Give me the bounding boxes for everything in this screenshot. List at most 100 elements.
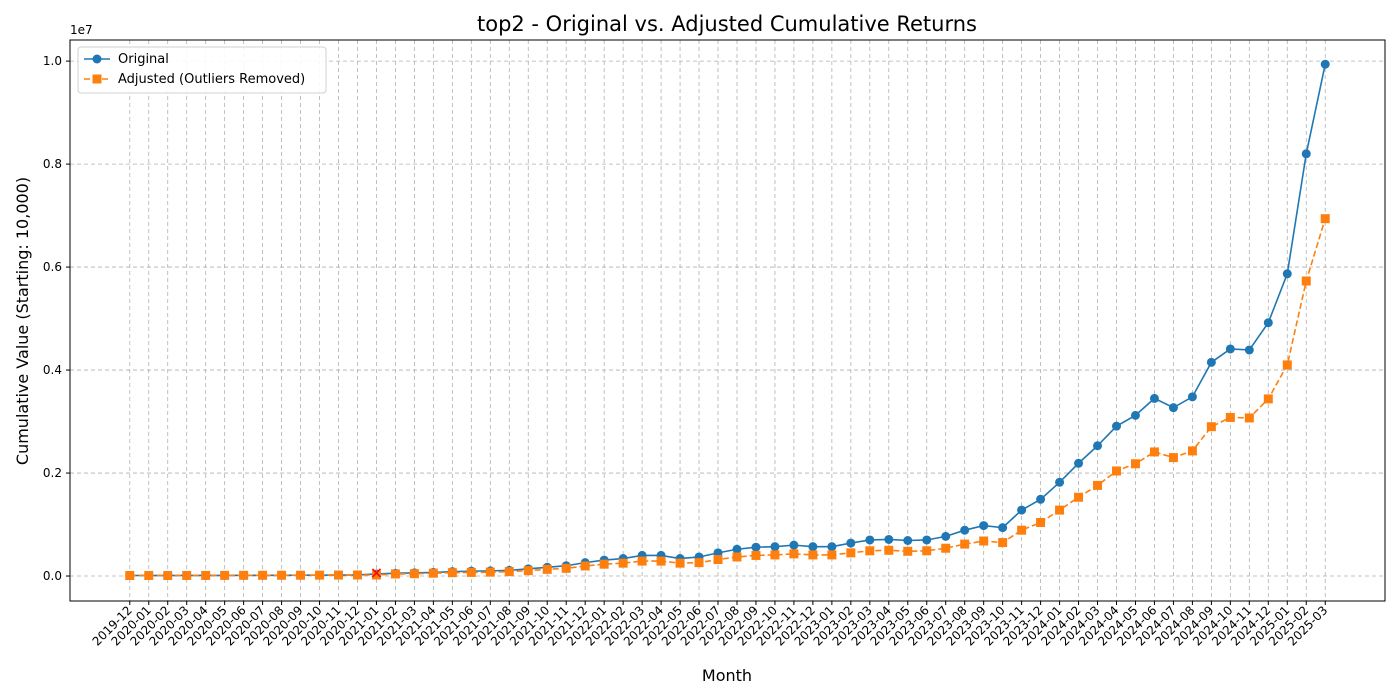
marker [827,542,837,552]
marker [523,566,533,576]
marker [998,538,1008,548]
chart-title: top2 - Original vs. Adjusted Cumulative … [477,12,977,36]
marker [903,546,913,556]
marker [1055,477,1065,487]
marker [656,556,666,566]
marker [409,569,419,579]
marker [1244,413,1254,423]
marker [1111,421,1121,431]
marker [675,558,685,568]
marker [561,563,571,573]
marker [315,570,325,580]
marker [1149,447,1159,457]
marker [1036,494,1046,504]
legend-label: Adjusted (Outliers Removed) [118,72,305,87]
marker [239,570,249,580]
marker [201,570,211,580]
marker [732,552,742,562]
x-axis-label: Month [702,666,752,685]
marker [903,535,913,545]
legend-label: Original [118,52,169,67]
y-tick-label: 0.2 [43,466,62,480]
marker [466,567,476,577]
marker [1168,403,1178,413]
marker [1130,410,1140,420]
y-tick-label: 0.4 [43,363,62,377]
marker [618,558,628,568]
marker [998,523,1008,533]
marker [789,540,799,550]
marker [1093,480,1103,490]
marker [1282,360,1292,370]
marker [1263,394,1273,404]
marker [1111,466,1121,476]
marker [334,570,344,580]
marker [694,558,704,568]
marker [1036,517,1046,527]
y-tick-label: 0.0 [43,569,62,583]
marker [1301,149,1311,159]
marker [979,536,989,546]
marker [1206,422,1216,432]
marker [258,570,268,580]
marker [144,570,154,580]
marker [542,564,552,574]
marker [1263,318,1273,328]
marker [92,74,102,84]
marker [979,521,989,531]
marker [125,571,135,581]
plot-frame [69,39,1386,602]
marker [277,570,287,580]
marker [960,539,970,549]
marker [713,555,723,565]
marker [1320,59,1330,69]
marker [1149,393,1159,403]
marker [827,550,837,560]
marker [1017,525,1027,535]
marker [92,54,102,64]
y-tick-label: 0.6 [43,260,62,274]
marker [1093,441,1103,451]
marker [1206,357,1216,367]
marker [1130,459,1140,469]
marker [941,543,951,553]
marker [599,559,609,569]
y-tick-label: 0.8 [43,157,62,171]
marker [1017,505,1027,515]
marker [1055,505,1065,515]
marker [428,568,438,578]
marker [1225,412,1235,422]
marker [960,525,970,535]
marker [1168,453,1178,463]
marker [447,568,457,578]
marker [1187,392,1197,402]
marker [1301,276,1311,286]
marker [1225,344,1235,354]
marker [732,544,742,554]
series-line [129,218,1326,577]
marker [751,550,761,560]
marker [637,556,647,566]
marker [580,561,590,571]
y-axis-label: Cumulative Value (Starting: 10,000) [13,177,32,465]
marker [884,545,894,555]
marker [1244,345,1254,355]
marker [390,569,400,579]
marker [922,546,932,556]
marker [846,538,856,548]
marker [371,570,381,580]
marker [1282,269,1292,279]
marker [808,550,818,560]
marker [808,542,818,552]
marker [1187,446,1197,456]
marker [296,570,306,580]
marker [371,568,381,578]
marker [504,567,514,577]
marker [865,535,875,545]
marker [163,571,173,581]
legend-box [77,46,327,94]
y-tick-label: 1.0 [43,54,62,68]
marker [751,542,761,552]
